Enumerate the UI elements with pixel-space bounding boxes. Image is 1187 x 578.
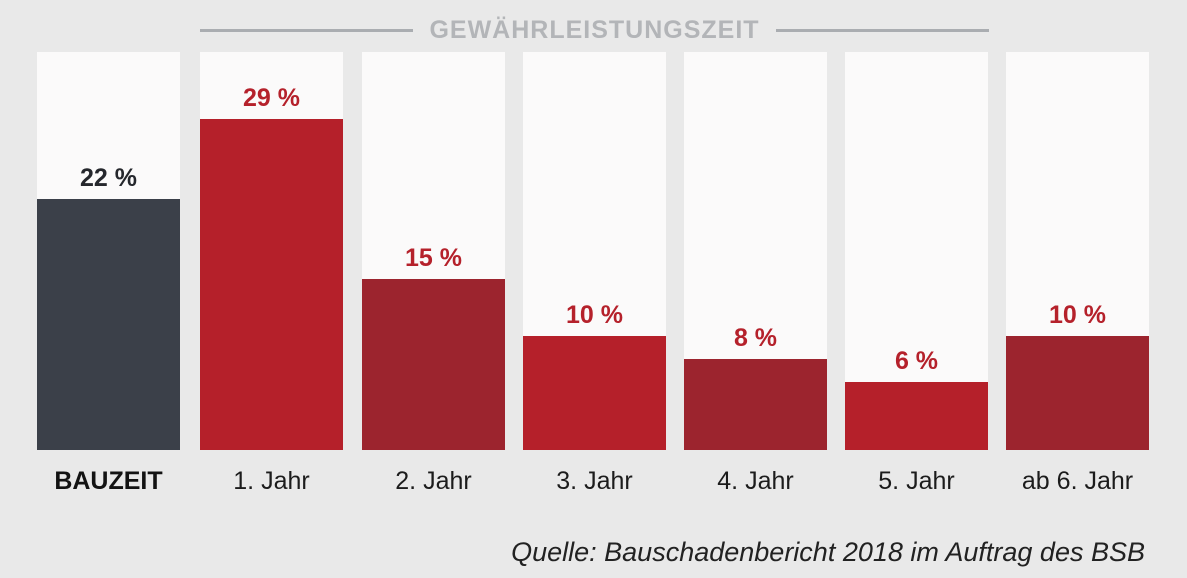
axis-label: ab 6. Jahr [1021, 467, 1134, 495]
bar [684, 359, 827, 450]
bar-value-label: 22 % [80, 164, 137, 192]
bar-value-label: 6 % [894, 347, 939, 375]
bar-value-label: 10 % [566, 301, 623, 329]
bar-value-label: 15 % [405, 244, 462, 272]
column-panel: 22 % [37, 52, 180, 450]
bar-value-label: 10 % [1049, 301, 1106, 329]
column-panel: 10 % [523, 52, 666, 450]
chart-column: 10 % ab 6. Jahr [1006, 52, 1149, 496]
chart-column: 29 % 1. Jahr [200, 52, 343, 496]
axis-label: 5. Jahr [878, 467, 955, 495]
chart-column: 8 % 4. Jahr [684, 52, 827, 496]
column-panel: 10 % [1006, 52, 1149, 450]
title-rule-right [775, 28, 990, 32]
title-rule-left [200, 28, 414, 32]
chart-title-row: GEWÄHRLEISTUNGSZEIT [200, 14, 990, 46]
column-panel: 15 % [362, 52, 505, 450]
axis-label: 2. Jahr [395, 467, 472, 495]
chart-column: 6 % 5. Jahr [845, 52, 988, 496]
chart-column: 10 % 3. Jahr [523, 52, 666, 496]
axis-label: 4. Jahr [717, 467, 794, 495]
bar-value-label: 8 % [733, 324, 778, 352]
chart-column: 22 % BAUZEIT [37, 52, 180, 496]
bar [1006, 336, 1149, 450]
axis-label: 3. Jahr [556, 467, 633, 495]
column-panel: 29 % [200, 52, 343, 450]
bar [845, 382, 988, 450]
source-caption: Quelle: Bauschadenbericht 2018 im Auftra… [511, 537, 1145, 567]
bar [362, 279, 505, 450]
column-panel: 6 % [845, 52, 988, 450]
bar [523, 336, 666, 450]
column-panel: 8 % [684, 52, 827, 450]
chart-column: 15 % 2. Jahr [362, 52, 505, 496]
axis-label: BAUZEIT [54, 467, 163, 495]
axis-label: 1. Jahr [233, 467, 310, 495]
bar [37, 199, 180, 450]
bar-value-label: 29 % [243, 84, 300, 112]
chart-title: GEWÄHRLEISTUNGSZEIT [429, 15, 760, 44]
bar [200, 119, 343, 450]
